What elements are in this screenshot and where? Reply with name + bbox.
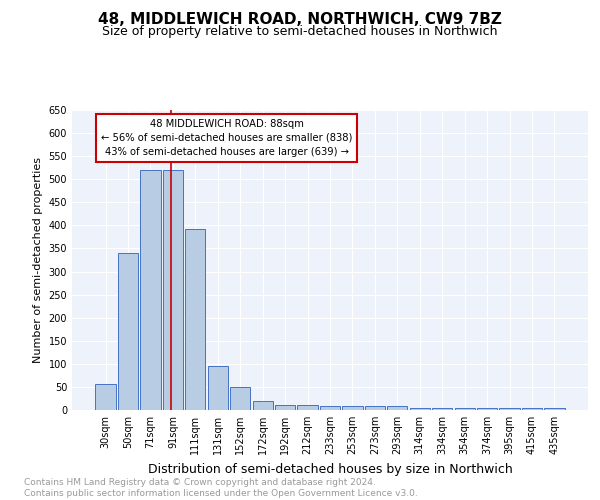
Bar <box>275 406 295 410</box>
Bar <box>499 408 520 410</box>
Bar <box>432 408 452 410</box>
Text: 48, MIDDLEWICH ROAD, NORTHWICH, CW9 7BZ: 48, MIDDLEWICH ROAD, NORTHWICH, CW9 7BZ <box>98 12 502 28</box>
Bar <box>544 408 565 410</box>
Bar <box>140 170 161 410</box>
Bar <box>387 406 407 410</box>
Text: 48 MIDDLEWICH ROAD: 88sqm
← 56% of semi-detached houses are smaller (838)
43% of: 48 MIDDLEWICH ROAD: 88sqm ← 56% of semi-… <box>101 119 352 157</box>
Bar <box>410 408 430 410</box>
Bar <box>118 253 138 410</box>
Bar <box>208 366 228 410</box>
Bar <box>230 387 250 410</box>
Bar <box>185 228 205 410</box>
Bar <box>365 406 385 410</box>
X-axis label: Distribution of semi-detached houses by size in Northwich: Distribution of semi-detached houses by … <box>148 462 512 475</box>
Bar <box>320 406 340 410</box>
Bar <box>477 408 497 410</box>
Bar <box>95 384 116 410</box>
Bar <box>163 170 183 410</box>
Bar <box>253 401 273 410</box>
Bar <box>298 406 317 410</box>
Y-axis label: Number of semi-detached properties: Number of semi-detached properties <box>33 157 43 363</box>
Text: Contains HM Land Registry data © Crown copyright and database right 2024.
Contai: Contains HM Land Registry data © Crown c… <box>24 478 418 498</box>
Bar <box>522 408 542 410</box>
Bar <box>343 406 362 410</box>
Text: Size of property relative to semi-detached houses in Northwich: Size of property relative to semi-detach… <box>102 25 498 38</box>
Bar <box>455 408 475 410</box>
